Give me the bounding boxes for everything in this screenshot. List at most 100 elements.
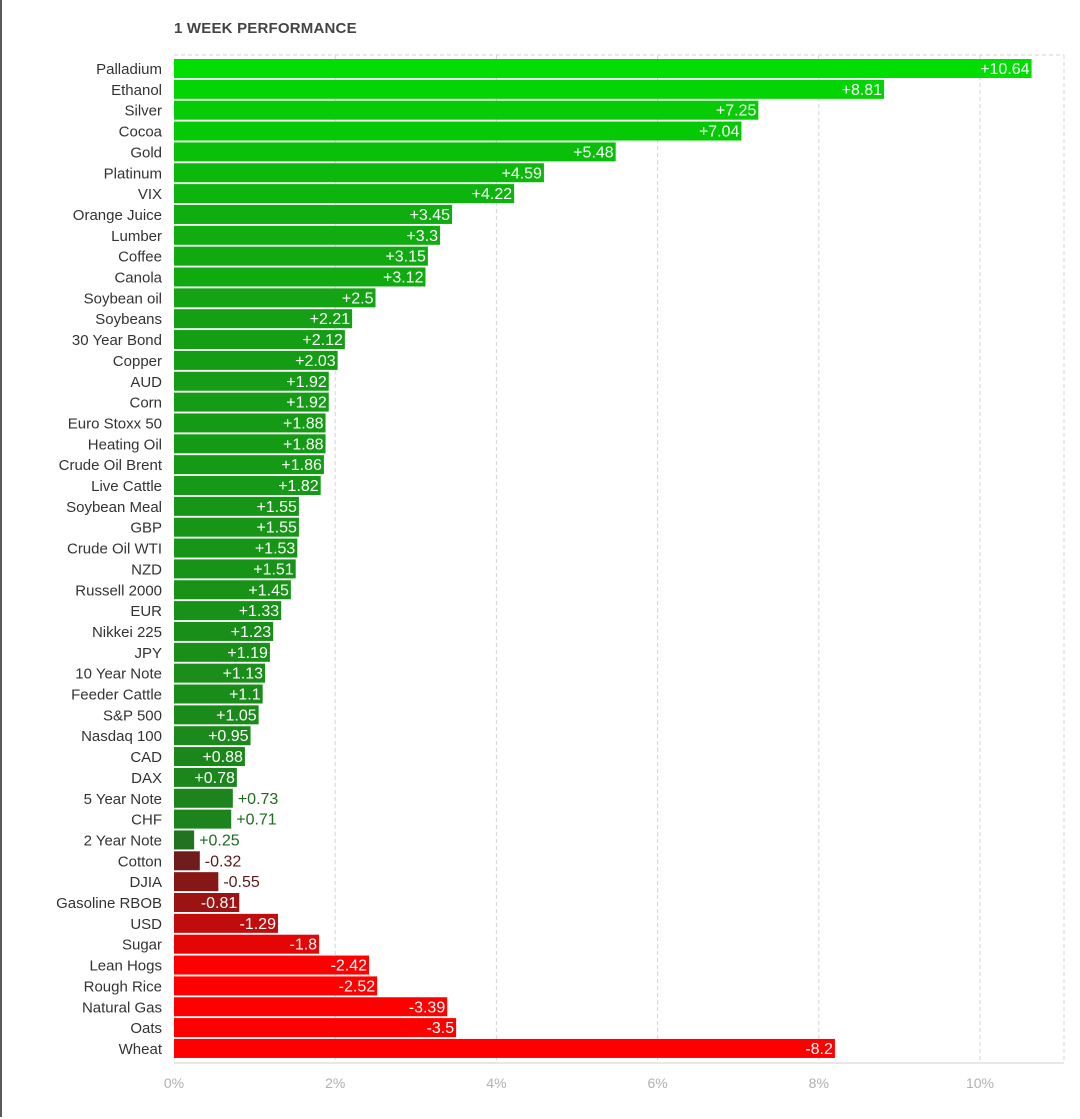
category-label: Palladium bbox=[96, 61, 162, 78]
value-label: +1.13 bbox=[223, 666, 264, 683]
category-label: 10 Year Note bbox=[75, 666, 162, 683]
bar[interactable] bbox=[174, 934, 320, 954]
bar[interactable] bbox=[174, 496, 299, 516]
value-label: +0.78 bbox=[194, 770, 235, 787]
category-label: Coffee bbox=[118, 249, 162, 266]
value-label: +0.73 bbox=[238, 791, 279, 808]
bar[interactable] bbox=[174, 371, 329, 391]
bar[interactable] bbox=[174, 204, 453, 224]
bar[interactable] bbox=[174, 79, 885, 99]
bar[interactable] bbox=[174, 913, 278, 933]
value-label: -3.39 bbox=[409, 999, 446, 1016]
bar[interactable] bbox=[174, 59, 1032, 78]
value-label: +2.21 bbox=[310, 311, 351, 328]
bar[interactable] bbox=[174, 601, 282, 621]
bar[interactable] bbox=[174, 538, 298, 558]
bar[interactable] bbox=[174, 642, 270, 662]
value-label: +1.53 bbox=[255, 541, 296, 558]
value-label: -3.5 bbox=[427, 1020, 455, 1037]
x-tick-label: 2% bbox=[325, 1075, 345, 1091]
bar[interactable] bbox=[174, 705, 259, 725]
value-label: +8.81 bbox=[842, 82, 883, 99]
bar[interactable] bbox=[174, 788, 233, 808]
x-tick-label: 4% bbox=[486, 1075, 506, 1091]
category-label: Sugar bbox=[122, 937, 162, 954]
bar[interactable] bbox=[174, 142, 616, 162]
category-label: Gasoline RBOB bbox=[56, 895, 162, 912]
bar[interactable] bbox=[174, 350, 338, 370]
category-label: Platinum bbox=[104, 165, 162, 182]
bar[interactable] bbox=[174, 288, 376, 308]
bar[interactable] bbox=[174, 684, 263, 704]
value-label: +1.33 bbox=[239, 603, 280, 620]
bar[interactable] bbox=[174, 747, 245, 767]
chart-title: 1 WEEK PERFORMANCE bbox=[174, 20, 357, 37]
category-label: DAX bbox=[131, 770, 162, 787]
bar[interactable] bbox=[174, 976, 378, 996]
bar[interactable] bbox=[174, 476, 321, 495]
bar[interactable] bbox=[174, 184, 515, 204]
value-label: +2.5 bbox=[342, 290, 374, 307]
value-label: +0.71 bbox=[236, 812, 277, 829]
value-label: +3.12 bbox=[383, 270, 424, 287]
category-label: Silver bbox=[124, 103, 162, 120]
category-label: Live Cattle bbox=[91, 478, 162, 495]
category-label: S&P 500 bbox=[103, 707, 162, 724]
bar[interactable] bbox=[174, 392, 329, 412]
value-label: -0.32 bbox=[205, 853, 242, 870]
value-label: +1.88 bbox=[283, 436, 324, 453]
value-label: +4.22 bbox=[472, 186, 513, 203]
category-label: Soybeans bbox=[95, 311, 162, 328]
bar[interactable] bbox=[174, 413, 326, 433]
bar[interactable] bbox=[174, 121, 742, 141]
value-label: +0.25 bbox=[199, 832, 240, 849]
bar[interactable] bbox=[174, 851, 200, 871]
bar[interactable] bbox=[174, 663, 266, 683]
bar[interactable] bbox=[174, 1038, 835, 1058]
category-label: USD bbox=[130, 916, 162, 933]
bar[interactable] bbox=[174, 830, 195, 850]
bar[interactable] bbox=[174, 955, 370, 975]
bar[interactable] bbox=[174, 309, 353, 329]
value-label: +2.12 bbox=[302, 332, 343, 349]
value-label: +1.92 bbox=[286, 395, 327, 412]
category-label: Wheat bbox=[119, 1041, 163, 1058]
value-label: +1.86 bbox=[281, 457, 322, 474]
bar[interactable] bbox=[174, 767, 237, 787]
category-label: Crude Oil Brent bbox=[59, 457, 163, 474]
category-label: Oats bbox=[130, 1020, 162, 1037]
bar[interactable] bbox=[174, 246, 428, 266]
category-label: EUR bbox=[130, 603, 162, 620]
category-label: AUD bbox=[130, 374, 162, 391]
category-labels: Palladium Ethanol Silver Cocoa Gold Platinum V… bbox=[56, 61, 163, 1058]
category-label: Lumber bbox=[111, 228, 162, 245]
bar[interactable] bbox=[174, 893, 240, 912]
category-label: CHF bbox=[131, 812, 162, 829]
bar[interactable] bbox=[174, 580, 291, 600]
bar[interactable] bbox=[174, 455, 324, 475]
bar[interactable] bbox=[174, 621, 274, 641]
category-label: Feeder Cattle bbox=[71, 687, 162, 704]
category-label: Gold bbox=[130, 144, 162, 161]
x-tick-label: 6% bbox=[647, 1075, 667, 1091]
bar[interactable] bbox=[174, 225, 440, 245]
bar[interactable] bbox=[174, 434, 326, 454]
category-label: Ethanol bbox=[111, 82, 162, 99]
bar[interactable] bbox=[174, 809, 232, 829]
bar[interactable] bbox=[174, 163, 544, 183]
bar[interactable] bbox=[174, 100, 759, 120]
bar[interactable] bbox=[174, 267, 426, 287]
bar[interactable] bbox=[174, 872, 219, 892]
value-label: +1.19 bbox=[227, 645, 268, 662]
value-label: +4.59 bbox=[501, 165, 542, 182]
bar[interactable] bbox=[174, 1018, 457, 1038]
bar[interactable] bbox=[174, 559, 296, 579]
bar[interactable] bbox=[174, 726, 251, 746]
value-label: +1.92 bbox=[286, 374, 327, 391]
bar[interactable] bbox=[174, 997, 448, 1017]
category-label: Natural Gas bbox=[82, 999, 162, 1016]
bar[interactable] bbox=[174, 517, 299, 537]
category-label: Cocoa bbox=[119, 124, 163, 141]
bar[interactable] bbox=[174, 330, 345, 350]
